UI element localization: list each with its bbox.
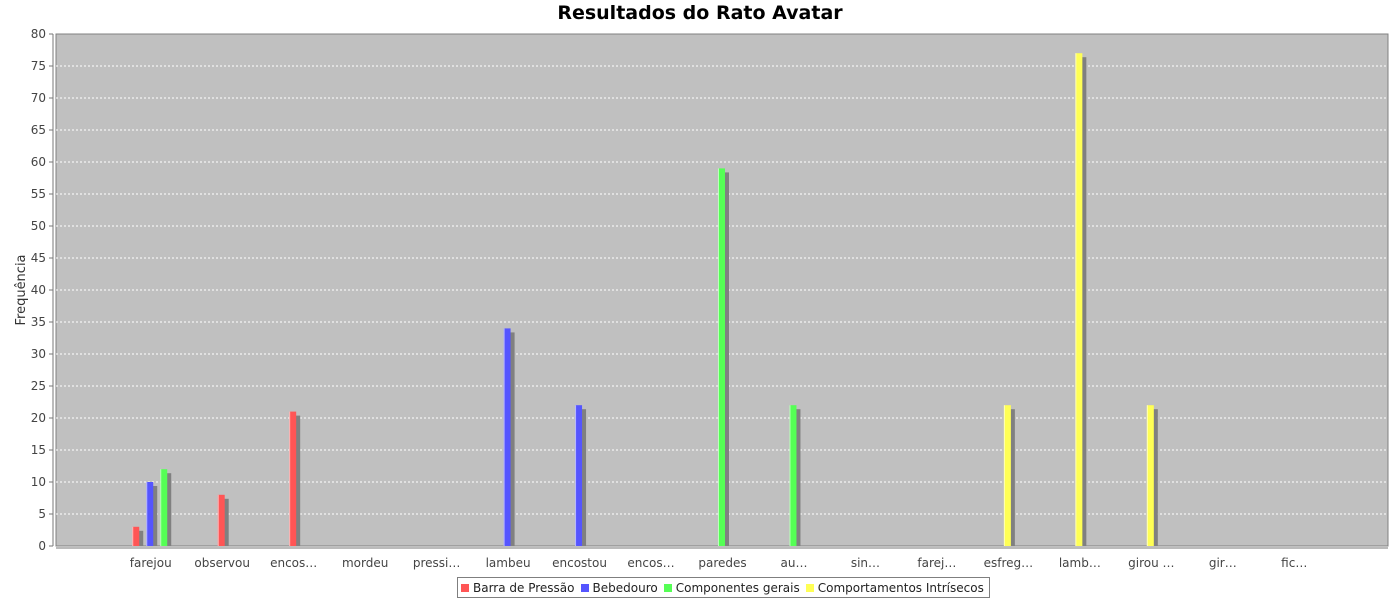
- bar-highlight: [146, 482, 148, 546]
- bar-shadow: [579, 409, 587, 546]
- legend-swatch: [663, 583, 672, 592]
- bar-shadow: [1150, 409, 1158, 546]
- bar-highlight: [503, 328, 505, 546]
- legend-item: Barra de Pressão: [461, 581, 575, 595]
- y-tick-label: 55: [31, 187, 46, 201]
- bar-highlight: [132, 526, 134, 546]
- bar-1: [217, 494, 225, 546]
- x-tick-label: observou: [194, 556, 250, 570]
- y-tick-label: 35: [31, 315, 46, 329]
- y-tick-label: 30: [31, 347, 46, 361]
- bar-4: [1003, 405, 1011, 546]
- bar-shadow: [221, 498, 229, 546]
- bar-shadow: [293, 415, 301, 546]
- bar-2: [503, 328, 511, 546]
- y-tick-label: 0: [38, 539, 46, 553]
- x-tick-label: fic…: [1281, 556, 1307, 570]
- bar-highlight: [718, 168, 719, 546]
- legend-item: Componentes gerais: [663, 580, 800, 595]
- y-axis: 0 5 10 15 20 25 30 35 40 45 50 55 60 65 70 75 80: [31, 27, 54, 553]
- legend-label: Componentes gerais: [675, 580, 800, 595]
- x-tick-label: encos…: [627, 556, 674, 570]
- bar-1: [289, 411, 297, 546]
- y-tick-label: 5: [38, 507, 46, 521]
- y-tick-label: 40: [31, 283, 46, 297]
- x-tick-label: au…: [780, 556, 807, 570]
- bar-shadow: [793, 409, 801, 546]
- y-tick-label: 65: [31, 123, 46, 137]
- x-tick-label: farej…: [917, 556, 956, 570]
- bar-4: [1075, 53, 1083, 546]
- bar-shadow: [1079, 57, 1087, 546]
- bar-highlight: [160, 469, 162, 546]
- bar-shadow: [164, 473, 172, 546]
- legend-swatch: [461, 583, 469, 592]
- x-tick-label: farejou: [130, 556, 172, 570]
- x-tick-label: lambeu: [486, 556, 531, 570]
- bar-1: [132, 526, 140, 546]
- bar-highlight: [1146, 405, 1148, 546]
- bar-highlight: [1003, 405, 1005, 546]
- y-tick-label: 45: [31, 251, 46, 265]
- y-axis-label: Frequência: [14, 254, 29, 325]
- bars: [132, 53, 1158, 546]
- bar-highlight: [217, 494, 219, 546]
- y-tick-label: 60: [31, 155, 46, 169]
- x-tick-label: sin…: [851, 556, 880, 570]
- legend-label: Barra de Pressão: [473, 580, 575, 595]
- x-tick-label: paredes: [698, 556, 746, 570]
- bar-highlight: [1075, 53, 1077, 546]
- bar-shadow: [136, 530, 144, 546]
- bar-3: [789, 405, 797, 546]
- bar-highlight: [789, 405, 791, 546]
- x-axis: farejou observou encos… mordeu pressi… lambeu…: [56, 547, 1388, 570]
- y-tick-label: 25: [31, 379, 46, 393]
- legend-label: Bebedouro: [592, 580, 658, 595]
- bar-3: [160, 469, 168, 546]
- x-tick-label: encos…: [270, 556, 317, 570]
- x-tick-label: lamb…: [1059, 556, 1101, 570]
- y-tick-label: 50: [31, 219, 46, 233]
- x-tick-label: girou …: [1128, 556, 1174, 570]
- x-tick-label: esfreg…: [984, 556, 1034, 570]
- bar-highlight: [575, 405, 577, 546]
- legend-item: Bebedouro: [580, 580, 658, 595]
- x-tick-label: pressi…: [413, 556, 461, 570]
- legend-label: Comportamentos Intrísecos: [817, 580, 984, 595]
- bar-3: [718, 168, 725, 546]
- y-tick-label: 70: [31, 91, 46, 105]
- y-tick-label: 80: [31, 27, 46, 41]
- y-tick-label: 20: [31, 411, 46, 425]
- x-tick-label: encostou: [552, 556, 607, 570]
- legend-item: Comportamentos Intrísecos: [805, 580, 984, 595]
- y-tick-label: 75: [31, 59, 46, 73]
- y-tick-label: 10: [31, 475, 46, 489]
- x-tick-label: gir…: [1209, 556, 1237, 570]
- bar-4: [1146, 405, 1154, 546]
- bar-2: [146, 482, 154, 546]
- legend-swatch: [805, 583, 814, 592]
- legend: Barra de Pressão Bebedouro Componentes ger…: [457, 577, 990, 598]
- chart-title: Resultados do Rato Avatar: [557, 2, 843, 24]
- bar-2: [575, 405, 583, 546]
- y-tick-label: 15: [31, 443, 46, 457]
- legend-swatch: [580, 583, 589, 592]
- bar-shadow: [150, 486, 158, 546]
- bar-shadow: [507, 332, 515, 546]
- x-tick-label: mordeu: [342, 556, 388, 570]
- bar-shadow: [722, 172, 729, 546]
- bar-highlight: [289, 411, 291, 546]
- bar-shadow: [1007, 409, 1015, 546]
